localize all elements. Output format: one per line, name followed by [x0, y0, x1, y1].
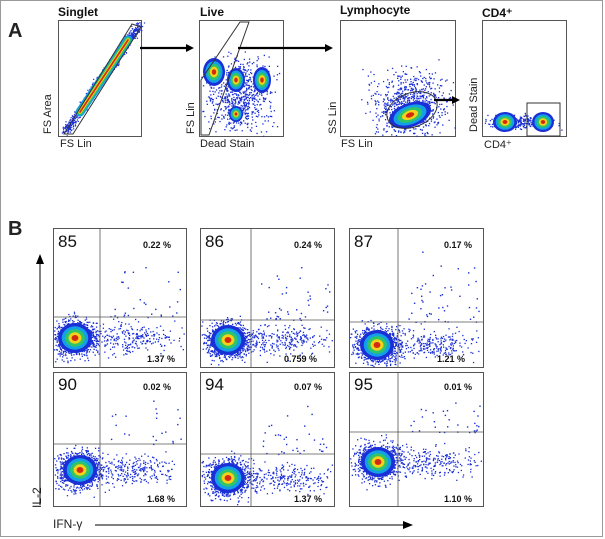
- upper-right-pct-90: 0.02 %: [143, 382, 172, 392]
- donor-label-90: 90: [58, 375, 77, 394]
- upper-right-pct-86: 0.24 %: [294, 240, 323, 250]
- upper-right-pct-85: 0.22 %: [143, 240, 172, 250]
- lymphocyte-events: [361, 59, 456, 137]
- donor-label-94: 94: [205, 375, 224, 394]
- gate-title-cd4: CD4⁺: [482, 6, 513, 20]
- arrow-singlet-to-live-head: [186, 44, 194, 52]
- donor-label-87: 87: [354, 232, 373, 251]
- lower-right-pct-95: 1.10 %: [444, 494, 473, 504]
- cd4-gate: [526, 102, 561, 137]
- dot-plot-events-90: [54, 400, 182, 498]
- live-gate: [200, 21, 250, 136]
- dot-plot-events-94: [201, 405, 333, 506]
- dot-plot-events-85: [54, 267, 185, 364]
- dot-plot-events-95: [350, 402, 482, 491]
- dot-plot-events-86: [201, 267, 333, 366]
- y-axis-label-il2: IL-2: [30, 487, 44, 508]
- donor-label-95: 95: [354, 375, 373, 394]
- arrow-lymphocyte-to-cd4-head: [452, 96, 460, 104]
- cd4-events: [484, 112, 563, 132]
- panel-a-letter: A: [8, 20, 23, 42]
- il2-axis-arrow-head: [36, 254, 44, 264]
- cd4-xlabel: CD4⁺: [484, 139, 512, 151]
- lower-right-pct-87: 1.21 %: [437, 354, 466, 364]
- live-events: [201, 46, 281, 137]
- live-xlabel: Dead Stain: [200, 138, 255, 150]
- singlet-density-band-3: [79, 39, 129, 113]
- lower-right-pct-90: 1.68 %: [147, 494, 176, 504]
- lymphocyte-gate: [386, 91, 438, 129]
- x-axis-label-ifng: IFN-γ: [53, 517, 83, 531]
- ifng-axis-arrow-head: [403, 521, 413, 529]
- upper-right-pct-94: 0.07 %: [294, 382, 323, 392]
- lower-right-pct-85: 1.37 %: [147, 354, 176, 364]
- gate-title-singlet: Singlet: [58, 5, 99, 19]
- dot-plot-events-87: [350, 251, 480, 368]
- upper-right-pct-87: 0.17 %: [444, 240, 473, 250]
- panel-b-letter: B: [8, 218, 23, 240]
- arrow-live-to-lymphocyte-head: [325, 44, 333, 52]
- singlet-xlabel: FS Lin: [60, 138, 92, 150]
- donor-label-86: 86: [205, 232, 224, 251]
- singlet-gate: [63, 23, 142, 135]
- lower-right-pct-86: 0.759 %: [284, 354, 318, 364]
- donor-label-85: 85: [58, 232, 77, 251]
- lower-right-pct-94: 1.37 %: [294, 494, 323, 504]
- lymphocyte-xlabel: FS Lin: [341, 138, 373, 150]
- upper-right-pct-95: 0.01 %: [444, 382, 473, 392]
- dot-plot-95: [349, 372, 484, 507]
- gate-title-lymphocyte: Lymphocyte: [340, 3, 411, 17]
- gate-title-live: Live: [200, 5, 225, 19]
